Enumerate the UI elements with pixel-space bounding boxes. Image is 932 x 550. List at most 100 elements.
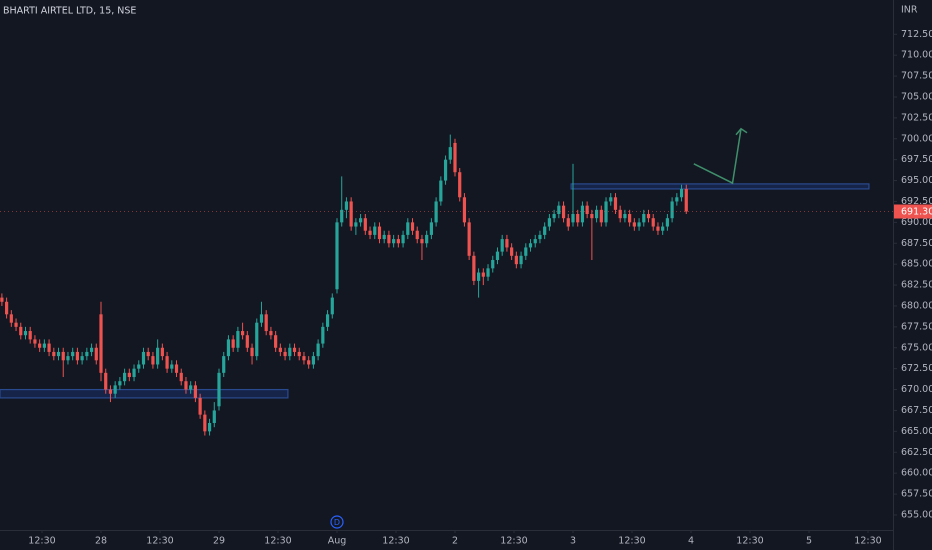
candle-body [292, 347, 297, 352]
candle-body [467, 222, 471, 256]
candle-body [75, 351, 80, 361]
x-tick-label: 2 [452, 536, 458, 547]
x-tick-label: 12:30 [854, 536, 881, 547]
candle-body [288, 347, 292, 357]
candle-body [283, 351, 287, 357]
candle-body [118, 381, 122, 386]
candle-body [439, 180, 443, 202]
candle-body [514, 255, 518, 265]
event-marker [330, 515, 344, 529]
x-tick-label: 12:30 [382, 536, 409, 547]
y-tick-label: 660.00 [901, 468, 932, 479]
candle-body [278, 347, 282, 352]
candle-body [661, 226, 665, 231]
candle-body [184, 381, 188, 390]
candle-body [250, 347, 254, 357]
candle-body [80, 356, 84, 361]
candle-body [9, 314, 13, 323]
candle-body [189, 385, 193, 390]
candle-body [528, 243, 533, 248]
candle-body [500, 239, 504, 252]
candle-body [590, 214, 594, 219]
candle-body [217, 372, 221, 407]
candle-body [552, 214, 556, 219]
candle-body [377, 226, 382, 240]
candle-body [599, 209, 603, 223]
candle-body [684, 188, 688, 212]
candle-body [472, 255, 476, 281]
candle-body [165, 356, 169, 369]
candle-body [613, 197, 618, 210]
candle-body [373, 226, 377, 235]
y-axis-label: INR [901, 5, 918, 16]
x-tick-label: 5 [806, 536, 812, 547]
arrow-path [693, 128, 742, 185]
candle-body [255, 322, 259, 357]
y-tick-label: 680.00 [901, 300, 932, 311]
candle-body [354, 222, 358, 227]
candle-body [108, 389, 113, 394]
candle-body [222, 356, 226, 373]
candle-body [311, 356, 315, 365]
y-tick-label: 707.50 [901, 71, 932, 82]
candle-body [193, 385, 198, 398]
x-tick-label: 12:30 [146, 536, 173, 547]
y-tick-label: 692.50 [901, 196, 932, 207]
y-tick-label: 655.00 [901, 509, 932, 520]
y-tick-label: 710.00 [901, 50, 932, 61]
candle-body [476, 272, 481, 281]
y-tick-label: 682.50 [901, 280, 932, 291]
candle-body [604, 201, 608, 223]
y-tick-label: 690.00 [901, 217, 932, 228]
candle-body [623, 214, 627, 219]
x-tick-label: 12:30 [736, 536, 763, 547]
candle-body [618, 209, 622, 219]
candle-body [132, 368, 136, 378]
candle-body [609, 197, 613, 202]
candle-body [580, 205, 585, 223]
candle-body [594, 209, 599, 219]
candle-body [458, 172, 462, 198]
candle-body [557, 205, 561, 215]
candle-body [66, 356, 70, 361]
candle-body [325, 314, 330, 327]
candle-body [429, 222, 433, 235]
candle-body [236, 331, 240, 348]
candle-body [170, 364, 174, 369]
candle-body [637, 222, 641, 227]
y-tick-label: 667.50 [901, 405, 932, 416]
candle-body [632, 222, 636, 227]
candle-body [241, 331, 245, 336]
candle-body [670, 201, 674, 219]
y-tick-label: 665.00 [901, 426, 932, 437]
candle-body [14, 322, 18, 327]
candle-body [231, 339, 235, 348]
candle-body [585, 205, 589, 215]
candle-body [203, 414, 207, 432]
plot [0, 127, 893, 436]
candle-body [104, 372, 108, 390]
candle-body [656, 226, 660, 231]
candle-body [420, 239, 424, 244]
candle-body [679, 188, 684, 198]
candle-body [274, 335, 278, 348]
x-tick-label: 12:30 [618, 536, 645, 547]
candle-body [651, 218, 655, 227]
candle-body [330, 297, 334, 315]
candle-body [146, 351, 150, 357]
candle-body [462, 197, 467, 223]
candle-body [52, 351, 56, 357]
candle-body [137, 364, 141, 369]
y-tick-label: 685.00 [901, 259, 932, 270]
candle-body [174, 364, 179, 373]
x-tick-label: 3 [570, 536, 576, 547]
candle-body [141, 351, 146, 365]
candle-body [401, 234, 405, 244]
candle-body [505, 239, 509, 248]
candle-body [628, 214, 632, 223]
candle-body [264, 314, 268, 332]
y-tick-label: 702.50 [901, 112, 932, 123]
y-tick-label: 670.00 [901, 384, 932, 395]
